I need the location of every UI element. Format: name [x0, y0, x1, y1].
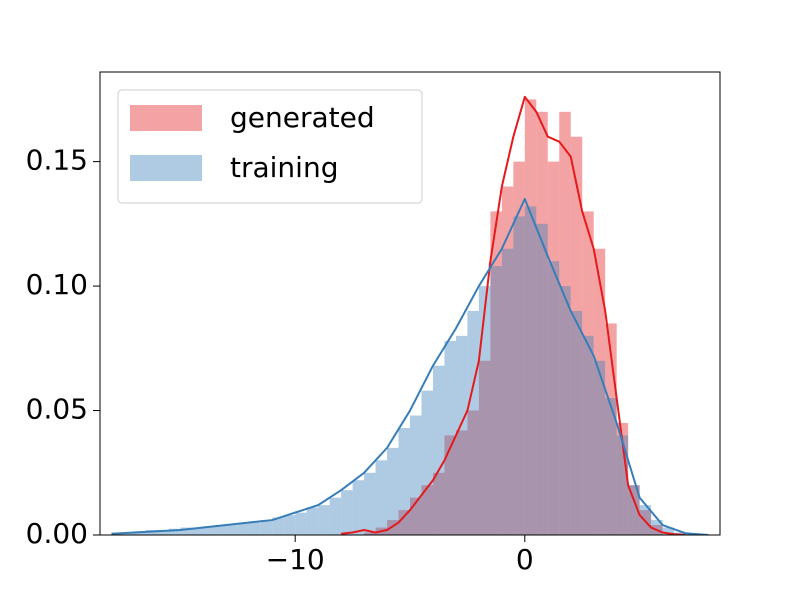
- histogram-bar: [524, 99, 537, 535]
- histogram-bar: [214, 525, 227, 535]
- histogram-bar: [295, 512, 307, 535]
- histogram-bar: [513, 216, 525, 535]
- histogram-bar: [387, 520, 399, 535]
- axes-frame: [99, 71, 721, 536]
- histogram-bar: [662, 527, 675, 535]
- y-tick-label: 0.10: [26, 268, 88, 301]
- histogram-bar: [157, 530, 169, 535]
- histogram-bar: [467, 310, 479, 535]
- histogram-bar: [582, 211, 594, 535]
- histogram-bar: [398, 510, 410, 535]
- legend-label: generated: [230, 101, 375, 134]
- histogram-bar: [513, 161, 525, 535]
- histogram-bar: [352, 480, 365, 535]
- histogram-bar: [272, 517, 284, 535]
- histogram-bar: [536, 111, 548, 535]
- histogram-bar: [421, 485, 433, 535]
- histogram-bar: [387, 447, 399, 535]
- histogram-bar: [444, 435, 456, 535]
- histogram-bar: [605, 398, 617, 535]
- histogram-bar: [593, 248, 606, 535]
- histogram-bar: [547, 261, 560, 535]
- histogram-bar: [524, 206, 537, 535]
- histogram-bar: [455, 335, 468, 535]
- histogram-bar: [628, 485, 640, 535]
- histogram-bar: [547, 161, 560, 535]
- histogram-bar: [375, 460, 388, 535]
- histogram-bar: [283, 515, 296, 535]
- histogram-bar: [651, 520, 663, 535]
- legend-swatch: [130, 105, 202, 131]
- y-tick-label: 0.00: [26, 517, 88, 550]
- histogram-bar: [306, 507, 319, 535]
- histogram-bar: [341, 490, 353, 535]
- histogram-bar: [616, 422, 629, 535]
- histogram-bar: [398, 427, 410, 535]
- x-tick-label: 0: [516, 543, 534, 576]
- histogram-bar: [490, 211, 502, 535]
- histogram-bar: [605, 323, 617, 535]
- histogram-bar: [432, 472, 445, 535]
- plot-area: [111, 95, 709, 535]
- histogram-bar: [559, 111, 571, 535]
- histogram-bar: [364, 532, 376, 535]
- histogram-bar: [318, 505, 330, 535]
- histogram-bar: [260, 520, 273, 535]
- histogram-bar: [478, 286, 491, 535]
- legend-swatch: [130, 155, 202, 181]
- histogram-bar: [467, 410, 479, 535]
- histogram-bar: [616, 435, 629, 535]
- histogram-bar: [559, 286, 571, 535]
- histogram-bar: [478, 360, 491, 535]
- legend-box: [117, 89, 423, 204]
- histogram-bar: [570, 310, 583, 535]
- histogram-bar: [501, 186, 514, 535]
- histogram-bar: [501, 248, 514, 535]
- histogram-bar: [432, 365, 445, 535]
- kde-line: [341, 95, 686, 535]
- histogram-bar: [421, 390, 433, 535]
- y-tick-label: 0.05: [26, 393, 88, 426]
- histogram-bar: [410, 415, 422, 535]
- histogram-bar: [536, 223, 548, 535]
- histogram-bar: [237, 522, 250, 535]
- histogram-bar: [203, 526, 215, 535]
- histogram-bar: [168, 528, 181, 535]
- histogram-bar: [410, 497, 422, 535]
- histogram-bar: [455, 430, 468, 535]
- y-tick-label: 0.15: [26, 144, 88, 177]
- histogram-bar: [226, 525, 238, 535]
- histogram-bar: [582, 335, 594, 535]
- histogram-bar: [249, 522, 261, 535]
- histogram-bar: [444, 340, 456, 535]
- histogram-bar: [329, 497, 342, 535]
- histogram-bar: [628, 485, 640, 535]
- x-tick-label: −10: [266, 543, 325, 576]
- histogram-bar: [364, 472, 376, 535]
- histogram-bar: [490, 266, 502, 535]
- legend-label: training: [230, 151, 338, 184]
- histogram-bar: [593, 360, 606, 535]
- histogram-bar: [180, 527, 192, 535]
- kde-line: [111, 197, 709, 535]
- histogram-bar: [570, 136, 583, 535]
- histogram-bar: [191, 527, 204, 535]
